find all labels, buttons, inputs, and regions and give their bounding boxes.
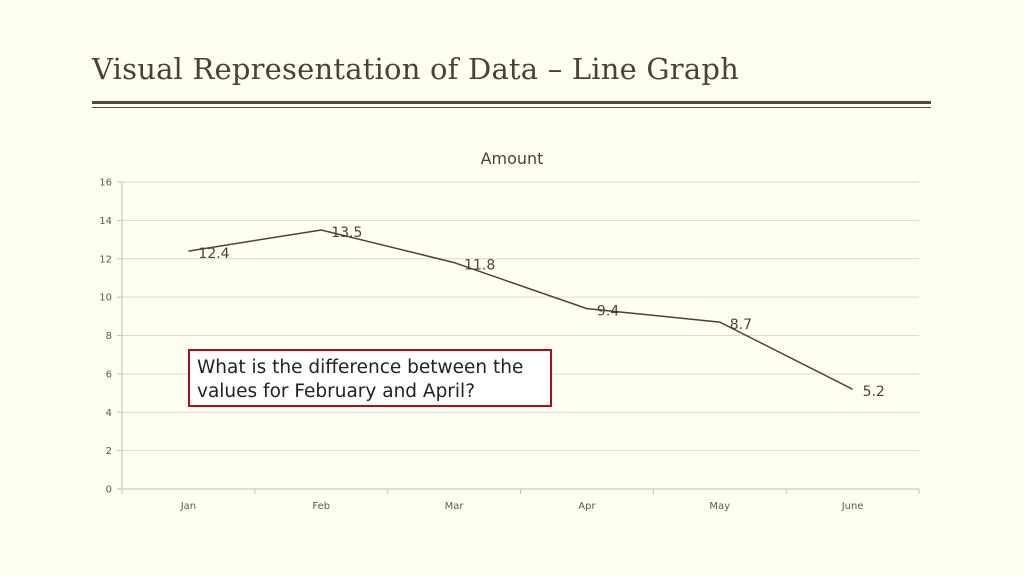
- data-label: 5.2: [863, 384, 885, 400]
- x-tick-label: Jan: [180, 501, 196, 512]
- y-tick-label: 10: [99, 293, 112, 304]
- data-label: 8.7: [730, 317, 752, 333]
- data-label: 12.4: [198, 246, 229, 262]
- y-tick-label: 8: [106, 331, 112, 342]
- y-tick-label: 16: [99, 178, 112, 189]
- title-divider-thick: [92, 101, 931, 104]
- x-tick-label: Mar: [445, 501, 465, 512]
- y-tick-label: 14: [99, 216, 112, 227]
- x-tick-label: May: [709, 501, 730, 512]
- x-tick-label: June: [841, 501, 864, 512]
- question-callout: What is the difference between the value…: [188, 349, 552, 407]
- title-divider-thin: [92, 107, 931, 108]
- y-tick-label: 0: [106, 485, 112, 496]
- data-label: 9.4: [597, 304, 619, 320]
- y-tick-label: 6: [106, 369, 112, 380]
- data-label: 13.5: [331, 225, 362, 241]
- chart-title: Amount: [481, 149, 544, 168]
- y-tick-label: 2: [106, 446, 112, 457]
- x-tick-label: Apr: [578, 501, 596, 512]
- question-text: What is the difference between the value…: [197, 357, 524, 402]
- y-tick-label: 4: [106, 408, 112, 419]
- slide-title: Visual Representation of Data – Line Gra…: [92, 52, 739, 86]
- y-tick-label: 12: [99, 254, 112, 265]
- series-line: [188, 229, 853, 390]
- x-tick-label: Feb: [312, 501, 330, 512]
- data-label: 11.8: [464, 258, 495, 274]
